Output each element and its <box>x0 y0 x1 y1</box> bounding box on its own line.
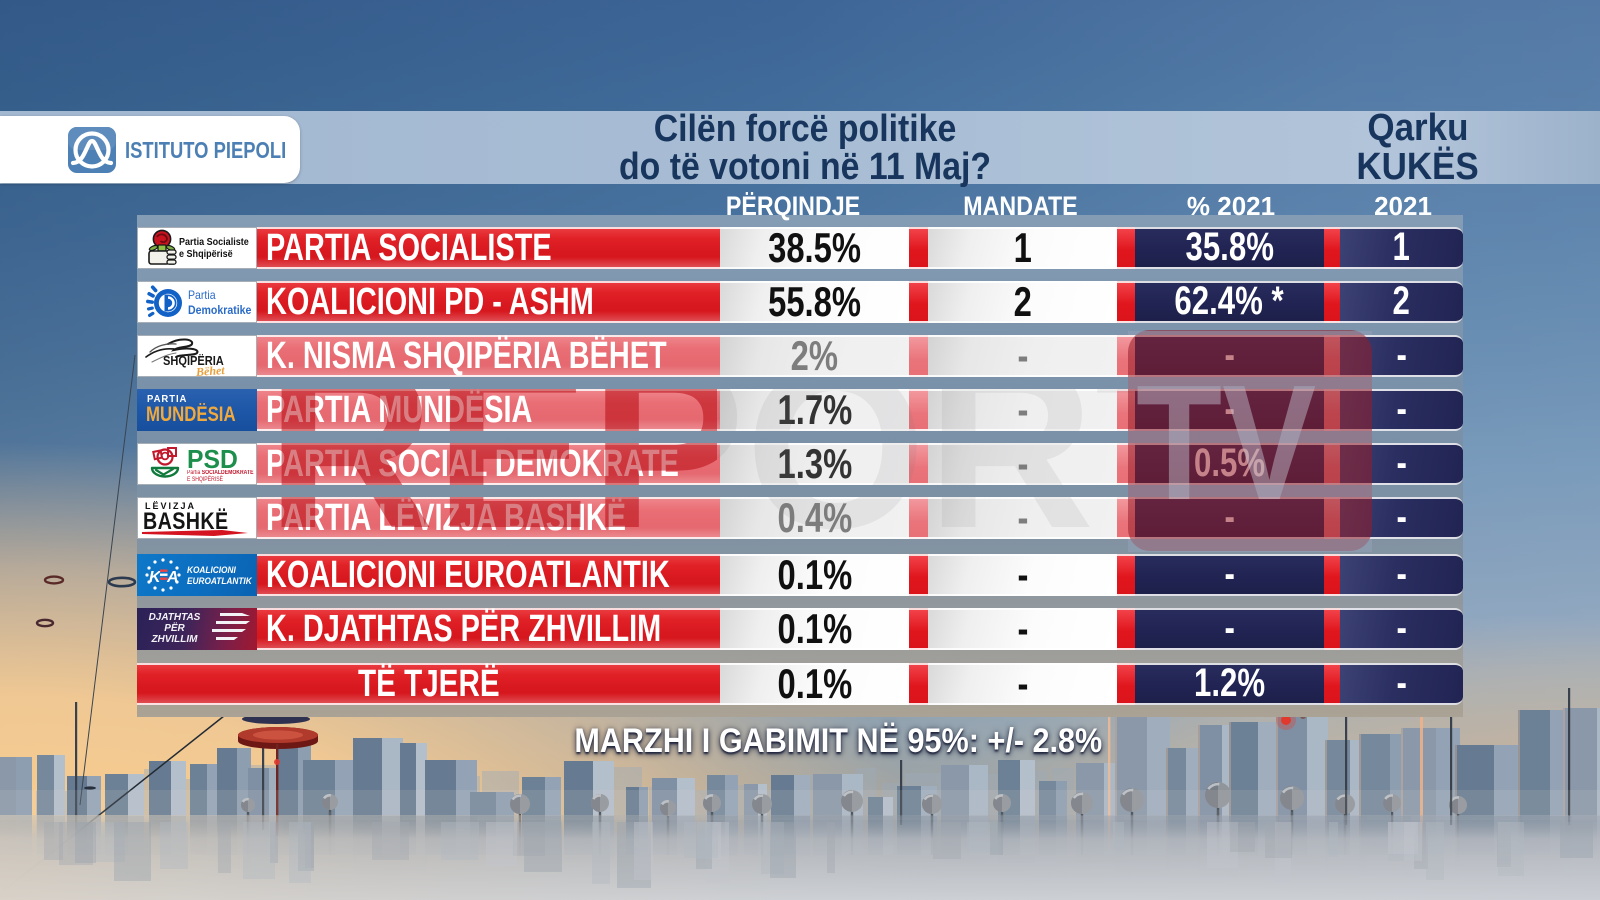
svg-text:K: K <box>149 569 162 586</box>
svg-text:A: A <box>166 569 179 586</box>
